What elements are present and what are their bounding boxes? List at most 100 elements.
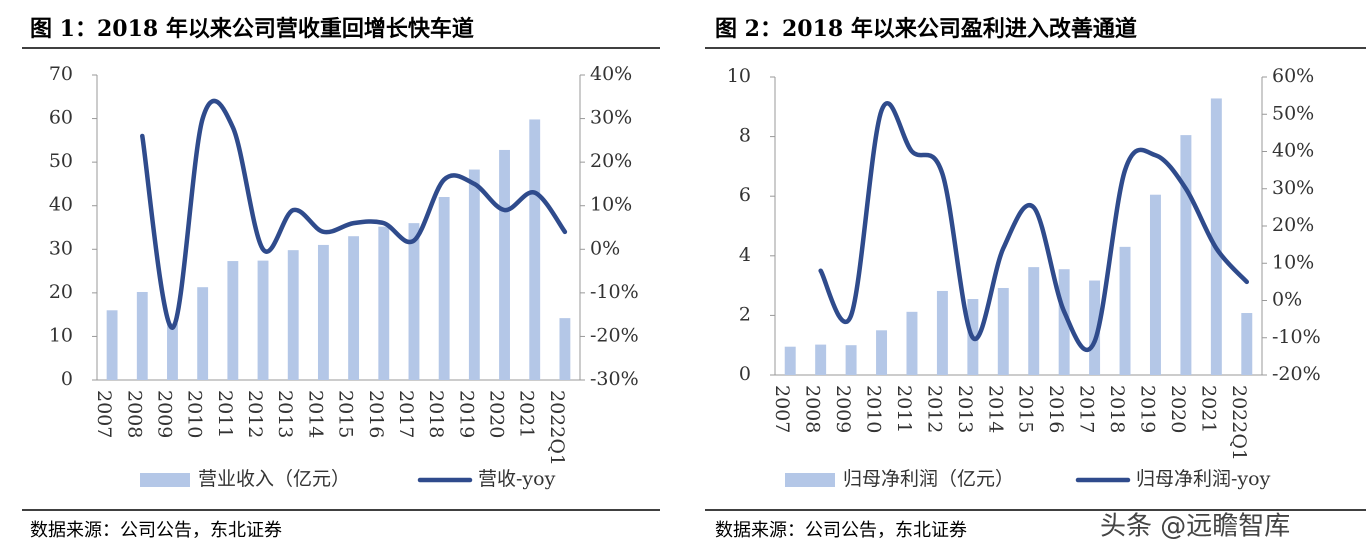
y-tick-label: 50 (49, 150, 73, 172)
bar (1119, 246, 1131, 375)
x-tick-label: 2011 (893, 385, 915, 433)
y2-tick-label: 40% (590, 63, 632, 85)
y-tick-label: 6 (739, 184, 751, 206)
legend-label: 营收-yoy (478, 468, 556, 490)
line (140, 98, 568, 330)
legend-swatch (785, 473, 835, 487)
x-tick-label: 2010 (184, 390, 206, 438)
y-tick-label: 30 (49, 237, 73, 259)
bar (1028, 267, 1040, 375)
source: 数据来源：公司公告，东北证券 (30, 520, 282, 541)
x-tick-label: 2019 (455, 390, 477, 438)
bar (936, 290, 948, 375)
legend-label: 归母净利润-yoy (1136, 468, 1271, 490)
x-tick-label: 2017 (1076, 385, 1098, 433)
x-tick-label: 2021 (1197, 385, 1219, 433)
y2-tick-label: 20% (590, 150, 632, 172)
x-tick-label: 2016 (1045, 385, 1067, 433)
x-tick-label: 2009 (153, 390, 175, 438)
y2-tick-label: 30% (590, 107, 632, 129)
bar (348, 236, 360, 380)
y2-tick-label: 20% (1272, 214, 1314, 236)
bar (1058, 269, 1070, 375)
watermark: 头条 @远瞻智库 (1100, 512, 1290, 542)
bar (227, 261, 239, 380)
bar (136, 291, 148, 380)
x-tick-label: 2007 (771, 385, 793, 433)
bar (1210, 98, 1222, 376)
x-tick-label: 2009 (832, 385, 854, 433)
y2-tick-label: -20% (590, 324, 639, 346)
y-tick-label: 0 (61, 368, 73, 390)
bar (438, 197, 450, 380)
bar (784, 346, 796, 375)
x-tick-label: 2007 (93, 390, 115, 438)
bar (378, 226, 390, 380)
x-tick-label: 2012 (244, 390, 266, 438)
legend-label: 归母净利润（亿元） (843, 468, 1014, 490)
x-tick-label: 2018 (1106, 385, 1128, 433)
chart-title: 图 1：2018 年以来公司营收重回增长快车道 (30, 16, 474, 42)
bar (1180, 135, 1192, 375)
bar (906, 311, 918, 375)
x-tick-label: 2010 (863, 385, 885, 433)
bar (815, 344, 827, 375)
bar (1149, 194, 1161, 375)
y-tick-label: 20 (49, 281, 73, 303)
y2-tick-label: 40% (1272, 140, 1314, 162)
x-tick-label: 2011 (214, 390, 236, 438)
y-tick-label: 60 (49, 107, 73, 129)
x-tick-label: 2015 (335, 390, 357, 438)
x-tick-label: 2016 (365, 390, 387, 438)
y2-tick-label: 10% (1272, 251, 1314, 273)
x-tick-label: 2018 (425, 390, 447, 438)
y2-tick-label: -10% (1272, 326, 1321, 348)
bar (468, 169, 480, 380)
bar (257, 260, 269, 380)
x-tick-label: 2012 (923, 385, 945, 433)
y2-tick-label: 0% (590, 237, 620, 259)
y-tick-label: 2 (739, 303, 751, 325)
y2-tick-label: 30% (1272, 177, 1314, 199)
bar (287, 250, 299, 380)
bar (559, 318, 571, 380)
bar (408, 223, 420, 380)
chart-title: 图 2：2018 年以来公司盈利进入改善通道 (715, 16, 1137, 42)
y2-tick-label: 50% (1272, 102, 1314, 124)
bar (197, 287, 209, 380)
bar (317, 244, 329, 380)
bar (529, 119, 541, 380)
x-tick-label: 2020 (486, 390, 508, 438)
x-tick-label: 2017 (395, 390, 417, 438)
bar (106, 310, 118, 380)
x-tick-label: 2014 (984, 385, 1006, 433)
legend-swatch (140, 473, 190, 487)
source: 数据来源：公司公告，东北证券 (715, 520, 967, 541)
y-tick-label: 8 (739, 125, 751, 147)
bar (997, 287, 1009, 375)
x-tick-label: 2019 (1136, 385, 1158, 433)
x-tick-label: 2020 (1167, 385, 1189, 433)
x-tick-label: 2021 (516, 390, 538, 438)
bar (845, 345, 857, 375)
y-tick-label: 70 (49, 63, 73, 85)
y-tick-label: 0 (739, 363, 751, 385)
x-tick-label: 2013 (954, 385, 976, 433)
x-tick-label: 2022Q1 (546, 390, 568, 466)
y2-tick-label: 10% (590, 194, 632, 216)
y2-tick-label: -30% (590, 368, 639, 390)
x-tick-label: 2008 (123, 390, 145, 438)
legend-label: 营业收入（亿元） (198, 468, 350, 490)
x-tick-label: 2022Q1 (1228, 385, 1250, 461)
y-tick-label: 10 (49, 324, 73, 346)
y2-tick-label: -20% (1272, 363, 1321, 385)
bar (167, 323, 178, 380)
x-tick-label: 2014 (304, 390, 326, 438)
line (818, 101, 1250, 352)
y-tick-label: 40 (49, 194, 73, 216)
y-tick-label: 10 (727, 65, 751, 87)
y2-tick-label: -10% (590, 281, 639, 303)
x-tick-label: 2008 (802, 385, 824, 433)
bar (1089, 280, 1101, 375)
